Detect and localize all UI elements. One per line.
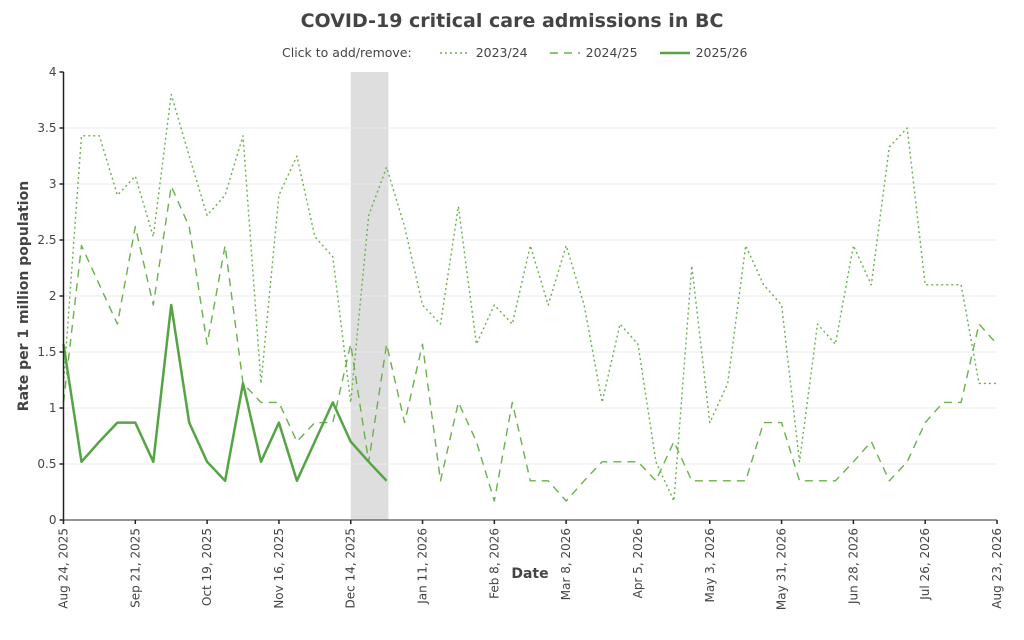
y-tick-label: 3	[49, 177, 57, 191]
x-tick-label: Jun 28, 2026	[846, 528, 860, 605]
y-tick-label: 1.5	[37, 345, 56, 359]
x-axis-title: Date	[511, 566, 548, 582]
x-tick-label: Nov 16, 2025	[272, 528, 286, 609]
legend-text: 2025/26	[695, 45, 748, 60]
x-tick-label: Aug 23, 2026	[990, 528, 1004, 609]
series-line-2024-25	[62, 185, 998, 502]
x-tick-label: May 3, 2026	[703, 528, 717, 602]
y-tick-label: 1	[49, 401, 57, 415]
x-tick-label: Dec 14, 2025	[344, 528, 358, 608]
x-tick-label: Aug 24, 2025	[57, 528, 71, 609]
legend-label: Click to add/remove:	[282, 45, 412, 60]
y-tick-label: 2	[49, 289, 57, 303]
series-line-2025-26	[62, 303, 388, 483]
dotted-line-icon	[439, 51, 470, 54]
chart-title: COVID-19 critical care admissions in BC	[300, 10, 724, 32]
legend-text: 2024/25	[585, 45, 638, 60]
x-tick-label: Apr 5, 2026	[631, 528, 645, 598]
x-tick-label: Jan 11, 2026	[416, 528, 430, 605]
legend: Click to add/remove: 2023/24 2024/25 202…	[282, 45, 770, 60]
dashed-line-icon	[549, 51, 580, 54]
x-tick-label: May 31, 2026	[775, 528, 789, 610]
x-tick-label: Mar 8, 2026	[559, 528, 573, 600]
y-tick-label: 0	[49, 513, 57, 527]
y-tick-label: 0.5	[37, 457, 56, 471]
legend-item-2023-24[interactable]: 2023/24	[439, 45, 528, 60]
solid-line-icon	[659, 51, 690, 54]
legend-item-2024-25[interactable]: 2024/25	[549, 45, 638, 60]
y-tick-label: 4	[49, 65, 57, 79]
y-axis-title: Rate per 1 million population	[16, 181, 32, 411]
y-tick-label: 2.5	[37, 233, 56, 247]
x-tick-label: Feb 8, 2026	[487, 528, 501, 599]
series-line-2023-24	[62, 93, 997, 502]
y-tick-label: 3.5	[37, 121, 56, 135]
legend-item-2025-26[interactable]: 2025/26	[659, 45, 748, 60]
x-tick-label: Jul 26, 2026	[918, 528, 932, 601]
x-tick-label: Sep 21, 2025	[128, 528, 142, 608]
x-tick-label: Oct 19, 2025	[200, 528, 214, 606]
legend-text: 2023/24	[475, 45, 528, 60]
